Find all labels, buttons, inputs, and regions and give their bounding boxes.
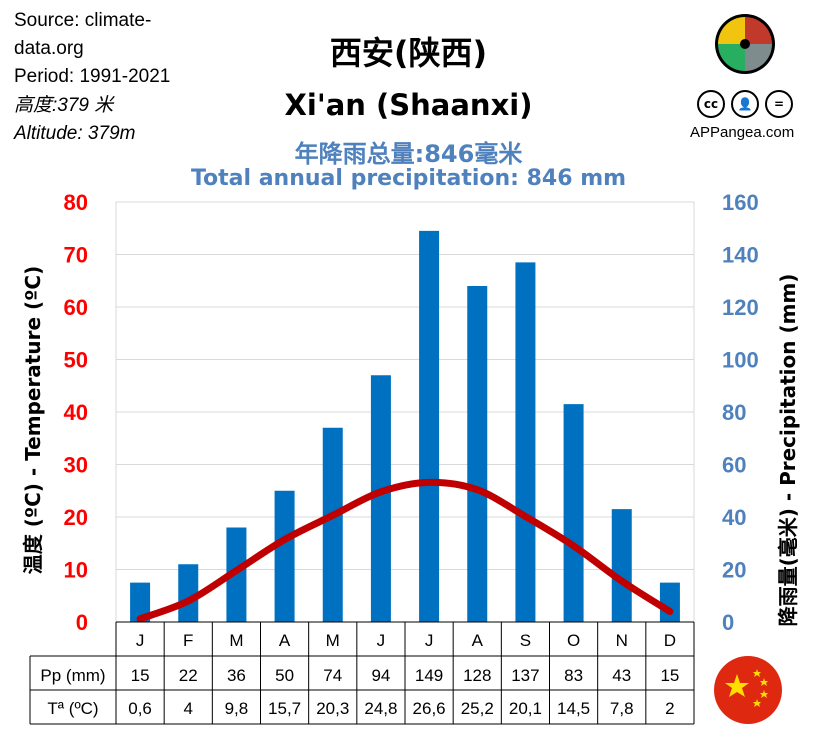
altitude-cn: 高度:379 米 [14, 95, 114, 116]
precip-tick-label: 160 [722, 190, 759, 215]
temp-value-label: 26,6 [413, 699, 446, 718]
precip-value-label: 74 [323, 666, 342, 685]
temp-tick-label: 70 [64, 243, 88, 268]
temp-tick-label: 10 [64, 558, 88, 583]
month-label: J [377, 631, 386, 650]
temp-tick-label: 0 [76, 610, 88, 635]
precip-tick-label: 120 [722, 295, 759, 320]
temp-row-header: Tª (ºC) [47, 699, 98, 718]
month-label: O [567, 631, 580, 650]
precip-value-label: 94 [371, 666, 390, 685]
temp-tick-label: 60 [64, 295, 88, 320]
precip-value-label: 36 [227, 666, 246, 685]
precip-tick-label: 20 [722, 558, 746, 583]
cc-icon: cc [697, 90, 725, 118]
month-label: M [229, 631, 243, 650]
precip-tick-label: 100 [722, 348, 759, 373]
y-axis-right-label: 降雨量(毫米) - Precipitation (mm) [776, 274, 800, 627]
precip-bar [467, 286, 488, 622]
temp-value-label: 15,7 [268, 699, 301, 718]
altitude-en: Altitude: 379m [14, 123, 136, 144]
precip-tick-label: 60 [722, 453, 746, 478]
temp-tick-label: 40 [64, 400, 88, 425]
temp-tick-label: 20 [64, 505, 88, 530]
month-label: J [136, 631, 145, 650]
precip-value-label: 149 [415, 666, 443, 685]
temp-tick-label: 80 [64, 190, 88, 215]
precip-bar [178, 564, 199, 622]
by-icon: 👤 [731, 90, 759, 118]
precip-value-label: 137 [511, 666, 539, 685]
precip-value-label: 128 [463, 666, 491, 685]
temp-value-label: 25,2 [461, 699, 494, 718]
source-line-2: data.org [14, 38, 84, 59]
month-label: D [664, 631, 676, 650]
precip-value-label: 43 [612, 666, 631, 685]
temp-value-label: 20,1 [509, 699, 542, 718]
temp-tick-label: 50 [64, 348, 88, 373]
precip-value-label: 15 [660, 666, 679, 685]
month-label: S [520, 631, 531, 650]
month-label: J [425, 631, 434, 650]
y-axis-left-label: 温度 (ºC) - Temperature (ºC) [21, 266, 45, 575]
subtitle-en: Total annual precipitation: 846 mm [190, 166, 627, 191]
temp-value-label: 9,8 [225, 699, 249, 718]
precip-bar [515, 262, 536, 622]
temp-value-label: 24,8 [364, 699, 397, 718]
precip-bar [611, 509, 632, 622]
precip-bar [322, 427, 343, 622]
temp-value-label: 4 [184, 699, 193, 718]
precip-value-label: 83 [564, 666, 583, 685]
precip-bar [370, 375, 391, 622]
temp-value-label: 0,6 [128, 699, 152, 718]
temp-value-label: 20,3 [316, 699, 349, 718]
precip-row-header: Pp (mm) [40, 666, 105, 685]
precip-tick-label: 140 [722, 243, 759, 268]
precip-tick-label: 40 [722, 505, 746, 530]
subtitle-cn: 年降雨总量:846毫米 [294, 140, 523, 168]
precip-bar [419, 230, 440, 622]
precip-bar [659, 582, 680, 622]
period-line: Period: 1991-2021 [14, 66, 171, 87]
month-label: M [326, 631, 340, 650]
precip-bar [130, 582, 151, 622]
month-label: A [472, 631, 484, 650]
precip-value-label: 15 [131, 666, 150, 685]
precip-value-label: 50 [275, 666, 294, 685]
precip-bar [274, 490, 295, 622]
month-label: N [616, 631, 628, 650]
source-line-1: Source: climate- [14, 10, 152, 31]
temp-value-label: 2 [665, 699, 674, 718]
china-flag-icon [714, 656, 782, 724]
temperature-line [136, 478, 674, 623]
precip-tick-label: 0 [722, 610, 734, 635]
temp-value-label: 7,8 [610, 699, 634, 718]
precip-bar [226, 527, 247, 622]
title-en: Xi'an (Shaanxi) [284, 88, 533, 122]
precip-tick-label: 80 [722, 400, 746, 425]
brand-text: APPangea.com [690, 124, 795, 141]
temp-tick-label: 30 [64, 453, 88, 478]
precip-bar [563, 404, 584, 622]
title-cn: 西安(陕西) [329, 34, 488, 72]
temp-value-label: 14,5 [557, 699, 590, 718]
month-label: F [183, 631, 193, 650]
nd-icon: = [765, 90, 793, 118]
month-label: A [279, 631, 291, 650]
appangea-logo-icon [715, 14, 775, 74]
precip-value-label: 22 [179, 666, 198, 685]
